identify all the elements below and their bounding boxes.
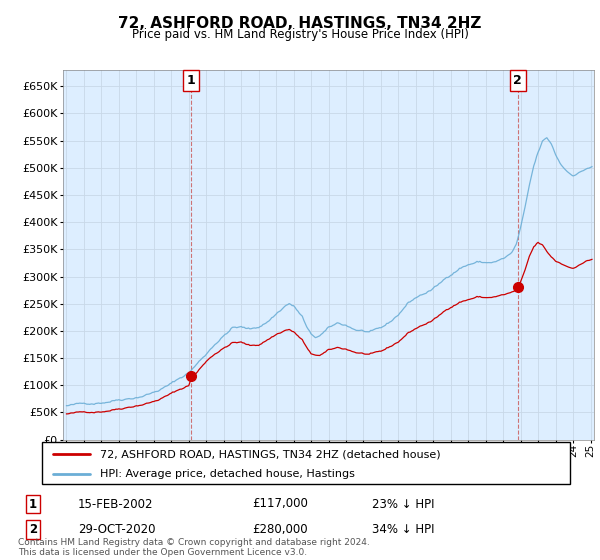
Text: Contains HM Land Registry data © Crown copyright and database right 2024.
This d: Contains HM Land Registry data © Crown c… [18,538,370,557]
Text: 2: 2 [29,522,37,536]
Text: 29-OCT-2020: 29-OCT-2020 [78,522,155,536]
Text: 72, ASHFORD ROAD, HASTINGS, TN34 2HZ (detached house): 72, ASHFORD ROAD, HASTINGS, TN34 2HZ (de… [100,449,441,459]
Text: 72, ASHFORD ROAD, HASTINGS, TN34 2HZ: 72, ASHFORD ROAD, HASTINGS, TN34 2HZ [118,16,482,31]
Text: 1: 1 [29,497,37,511]
Text: Price paid vs. HM Land Registry's House Price Index (HPI): Price paid vs. HM Land Registry's House … [131,28,469,41]
FancyBboxPatch shape [42,442,570,484]
Text: 2: 2 [513,74,522,87]
Text: 23% ↓ HPI: 23% ↓ HPI [372,497,434,511]
Text: £117,000: £117,000 [252,497,308,511]
Text: £280,000: £280,000 [252,522,308,536]
Text: HPI: Average price, detached house, Hastings: HPI: Average price, detached house, Hast… [100,469,355,479]
Text: 1: 1 [187,74,195,87]
Text: 34% ↓ HPI: 34% ↓ HPI [372,522,434,536]
Text: 15-FEB-2002: 15-FEB-2002 [78,497,154,511]
